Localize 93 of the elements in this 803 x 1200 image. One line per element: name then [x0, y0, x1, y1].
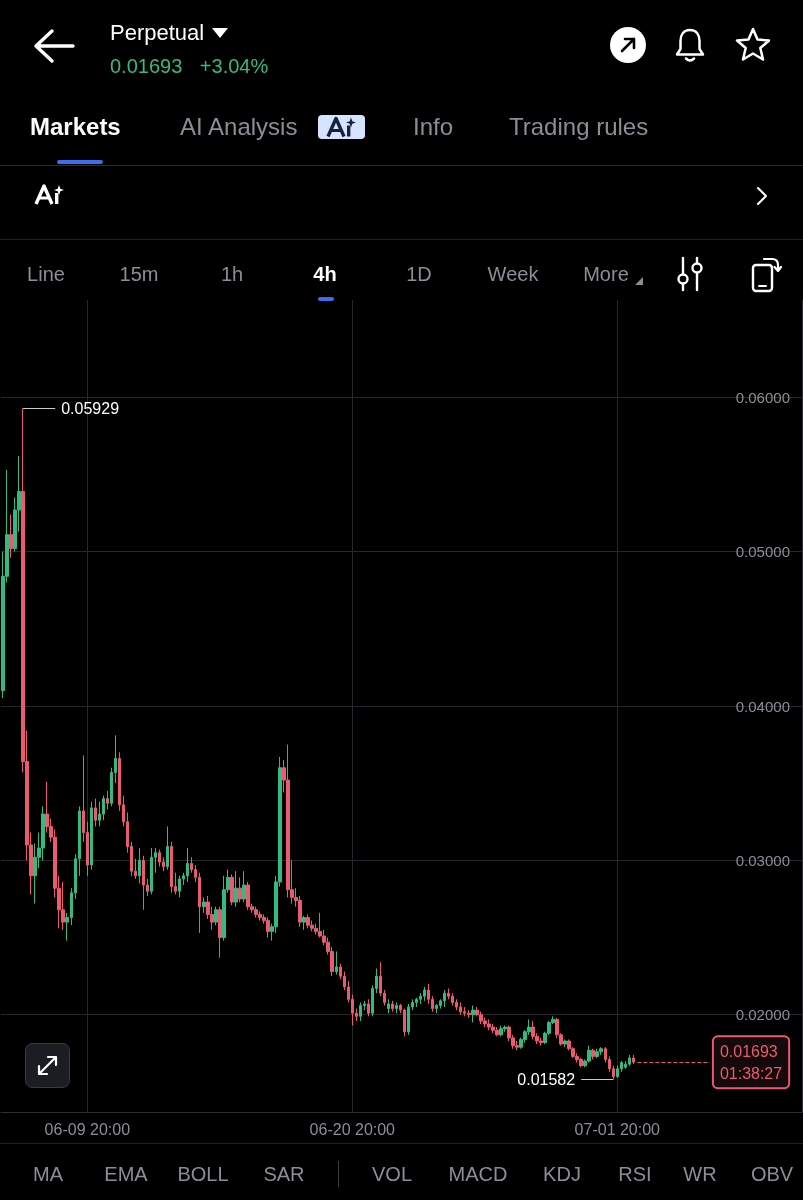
candlestick — [214, 906, 218, 926]
candlestick — [587, 1045, 591, 1064]
text: 4h — [313, 262, 337, 286]
candlestick — [539, 1037, 543, 1047]
candlestick — [202, 896, 206, 914]
candlestick — [359, 1001, 362, 1022]
candlestick — [258, 910, 262, 922]
x-tick-label: 06-09 20:00 — [44, 1120, 131, 1138]
text: Markets — [30, 112, 121, 141]
text: MA — [33, 1162, 63, 1186]
candlestick — [158, 849, 161, 868]
candlestick — [491, 1023, 495, 1034]
candlestick — [387, 998, 390, 1014]
candlestick — [306, 913, 310, 929]
candlestick — [435, 1003, 438, 1014]
candlestick — [451, 992, 454, 1006]
text: VOL — [371, 1162, 413, 1186]
candlestick — [407, 1003, 410, 1036]
text: KDJ — [543, 1162, 581, 1186]
text: 1D — [406, 262, 432, 286]
candlestick — [503, 1025, 507, 1033]
candlestick — [335, 950, 338, 976]
candlestick — [178, 875, 181, 898]
candlestick — [242, 870, 246, 903]
candlestick — [459, 1001, 462, 1016]
candlestick — [443, 989, 446, 1008]
candlestick — [531, 1020, 535, 1040]
text: 15m — [119, 262, 159, 286]
candlestick — [628, 1054, 631, 1067]
candlestick — [90, 801, 93, 871]
text: Trading rules — [509, 112, 649, 141]
annotation: 0.01582 — [517, 1070, 576, 1088]
candlestick — [302, 915, 306, 931]
x-tick-label: 06-20 20:00 — [309, 1120, 396, 1138]
text: EMA — [104, 1162, 148, 1186]
candlestick — [632, 1054, 635, 1065]
y-tick-label: 0.04000 — [735, 697, 790, 715]
y-tick-label: 0.05000 — [735, 543, 790, 561]
text: RSI — [618, 1162, 652, 1186]
candlestick — [471, 1004, 475, 1023]
candlestick — [479, 1011, 483, 1025]
candlestick — [467, 1009, 471, 1019]
candlestick — [579, 1057, 583, 1068]
candlestick — [391, 1000, 394, 1013]
candlestick — [166, 825, 169, 871]
text: OBV — [750, 1162, 794, 1186]
candlestick — [395, 1001, 398, 1014]
candlestick — [423, 986, 426, 1002]
text: AI Analysis — [180, 112, 298, 141]
candlestick — [230, 873, 234, 906]
x-tick-label: 07-01 20:00 — [574, 1120, 661, 1138]
candlestick — [238, 876, 242, 903]
candlestick — [142, 855, 145, 911]
candlestick — [367, 998, 370, 1017]
y-tick-label: 0.03000 — [735, 851, 790, 869]
candlestick — [106, 790, 109, 810]
text: Info — [413, 112, 454, 141]
candlestick — [495, 1026, 499, 1037]
candlestick — [403, 1008, 406, 1037]
candlestick — [246, 881, 250, 911]
annotation: 01:38:27 — [719, 1064, 783, 1082]
candlestick — [94, 798, 97, 827]
text: MACD — [448, 1162, 508, 1186]
candlestick — [150, 847, 153, 895]
candlestick — [591, 1048, 595, 1061]
candlestick — [138, 847, 141, 885]
text: 1h — [220, 262, 244, 286]
text: BOLL — [177, 1162, 229, 1186]
candlestick — [170, 841, 173, 894]
text: WR — [683, 1162, 717, 1186]
chart-title: Perpetual — [110, 20, 205, 46]
candlestick — [254, 906, 258, 918]
candlestick — [599, 1046, 603, 1056]
text: SAR — [263, 1162, 305, 1186]
annotation: 0.05929 — [61, 399, 120, 417]
candlestick — [595, 1048, 599, 1059]
candlestick — [218, 906, 222, 959]
chart-subtitle: 0.01693 +3.04% — [110, 54, 269, 78]
text: Week — [487, 262, 539, 286]
candlestick — [415, 997, 418, 1008]
candlestick — [616, 1065, 619, 1079]
y-tick-label: 0.06000 — [735, 388, 790, 406]
y-tick-label: 0.02000 — [735, 1006, 790, 1024]
ref-line-label: 0.01693 — [719, 1042, 778, 1060]
candlestick — [186, 847, 189, 883]
text: More — [583, 262, 629, 286]
candlestick — [9, 514, 13, 559]
candlestick — [499, 1025, 503, 1037]
candlestick — [563, 1038, 567, 1048]
candlestick — [234, 870, 238, 908]
text: Line — [27, 262, 65, 286]
candlestick — [487, 1018, 491, 1031]
candlestick — [266, 916, 270, 939]
